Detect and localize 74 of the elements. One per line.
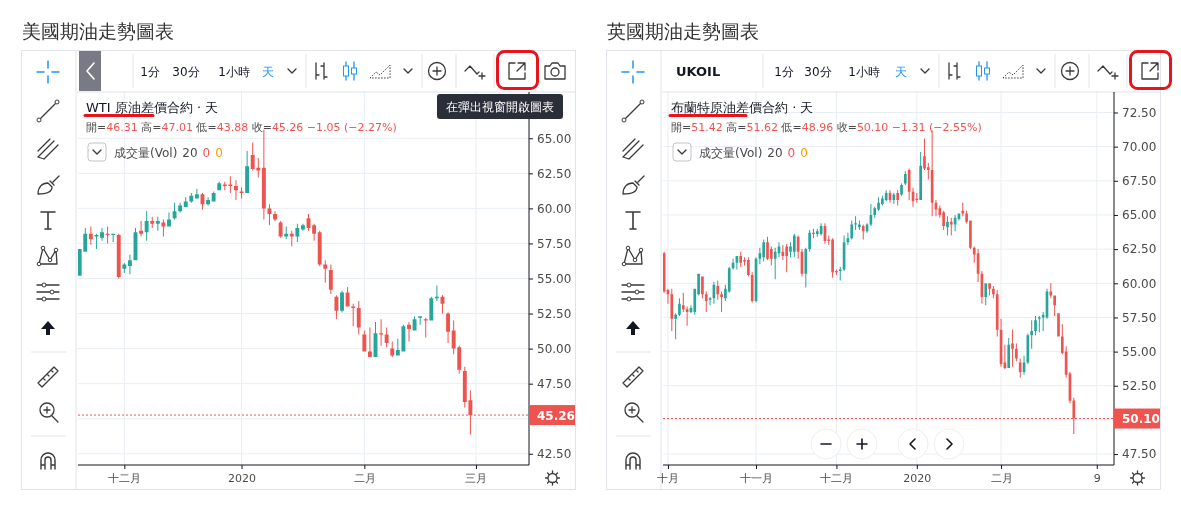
text: 1小時 — [218, 65, 250, 79]
y-tick-label: 67.50 — [1122, 174, 1157, 189]
x-tick-label: 2020 — [228, 471, 257, 485]
candlestick — [139, 221, 144, 237]
text: UKOIL — [676, 64, 721, 79]
y-tick-label: 55.00 — [1122, 344, 1157, 359]
text: 天 — [262, 65, 274, 79]
y-tick-label: 47.50 — [537, 377, 572, 392]
candlestick — [155, 216, 160, 231]
x-tick-label: 十二月 — [108, 471, 142, 485]
candlestick — [267, 204, 272, 226]
y-tick-label: 65.00 — [1122, 208, 1157, 223]
annotation: 在彈出視窗開啟圖表 — [446, 100, 554, 114]
x-tick-label: 十一月 — [740, 471, 774, 485]
candlestick — [704, 291, 708, 312]
x-tick-label: 二月 — [353, 471, 376, 485]
y-tick-label: 60.00 — [537, 201, 572, 216]
y-tick-label: 47.50 — [1122, 447, 1157, 462]
annotation: WTI 原油差價合約 · 天 — [86, 100, 219, 115]
y-tick-label: 55.00 — [537, 271, 572, 286]
text: 1分 — [774, 65, 794, 79]
y-tick-label: 57.50 — [1122, 310, 1157, 325]
candlestick — [194, 188, 199, 199]
y-tick-label: 70.00 — [1122, 139, 1157, 154]
y-tick-label: 62.50 — [1122, 242, 1157, 257]
y-tick-label: 65.00 — [537, 131, 572, 146]
y-tick-label: 52.50 — [537, 306, 572, 321]
text: 1分 — [140, 65, 160, 79]
text: 天 — [895, 65, 907, 79]
candlestick — [323, 260, 328, 283]
candlestick — [988, 283, 991, 296]
y-tick-label: 57.50 — [537, 236, 572, 251]
candlestick — [1038, 316, 1041, 333]
candlestick — [838, 266, 842, 281]
x-tick-label: 二月 — [990, 471, 1013, 485]
annotation: 成交量(Vol) 20 0 0 — [114, 146, 223, 160]
x-tick-label: 十二月 — [820, 471, 854, 485]
annotation: 開=51.42 高=51.62 低=48.96 收=50.10 −1.31 (−2.55%) — [671, 121, 982, 134]
candlestick — [1030, 320, 1034, 349]
text: 1小時 — [848, 65, 880, 79]
candlestick — [367, 327, 372, 358]
candlestick — [961, 202, 965, 217]
y-tick-label: 62.50 — [537, 166, 572, 181]
ref-line-label: 50.10 — [1122, 412, 1160, 427]
y-tick-label: 72.50 — [1122, 105, 1157, 120]
candlestick — [1049, 283, 1053, 299]
annotation: 成交量(Vol) 20 0 0 — [699, 146, 808, 160]
candlestick — [681, 292, 685, 312]
x-tick-label: 2020 — [903, 471, 932, 485]
y-tick-label: 52.50 — [1122, 379, 1157, 394]
chart-title: 英國期油走勢圖表 — [607, 20, 759, 42]
y-tick-label: 50.00 — [537, 341, 572, 356]
chart-title: 美國期油走勢圖表 — [22, 20, 174, 42]
candlestick — [423, 317, 428, 338]
text: 30分 — [804, 65, 832, 79]
y-tick-label: 60.00 — [1122, 276, 1157, 291]
candlestick — [150, 216, 155, 229]
ref-line-label: 45.26 — [537, 408, 575, 423]
x-tick-label: 十月 — [657, 471, 680, 485]
y-tick-label: 42.50 — [537, 447, 572, 462]
text: 30分 — [172, 65, 200, 79]
candlestick — [674, 313, 677, 340]
x-tick-label: 三月 — [465, 471, 488, 485]
annotation: 布蘭特原油差價合約 · 天 — [671, 100, 814, 115]
candlestick — [379, 319, 384, 346]
x-tick-label: 9 — [1093, 471, 1101, 485]
candlestick — [854, 216, 857, 230]
annotation: 開=46.31 高=47.01 低=43.88 收=45.26 −1.05 (−2.27%) — [86, 121, 397, 134]
candlestick — [1011, 329, 1014, 367]
candlestick — [161, 219, 166, 237]
candlestick — [418, 316, 423, 325]
candlestick — [720, 291, 723, 312]
candlestick — [949, 217, 953, 236]
candlestick — [122, 263, 127, 273]
